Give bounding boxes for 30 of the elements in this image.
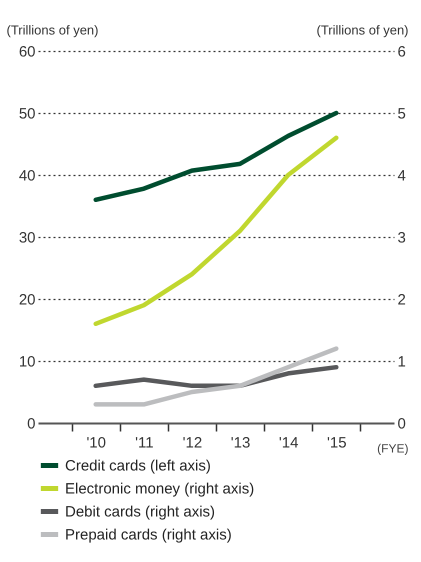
line-series [93,346,339,407]
line-series [93,136,339,326]
legend-label: Prepaid cards (right axis) [65,526,232,544]
x-tick-label: '12 [182,434,202,452]
y-tick-label: 30 [18,230,36,246]
y2-tick-label: 3 [398,230,406,246]
y2-tick-label: 1 [398,354,406,370]
x-axis-title: (FYE) [377,442,408,456]
y2-tick-label: 0 [398,416,406,432]
y-tick-label: 50 [18,106,36,122]
legend-label: Credit cards (left axis) [65,458,211,474]
x-tick-label: '10 [86,434,106,452]
y2-tick-label: 2 [398,292,406,308]
x-tick-label: '11 [135,434,154,452]
y2-tick-label: 4 [398,168,406,184]
y2-tick-label: 6 [398,44,406,60]
y-tick-label: 40 [18,168,36,184]
y2-tick-label: 5 [398,106,406,122]
x-tick-label: '13 [230,434,250,452]
legend-label: Debit cards (right axis) [65,504,216,520]
y-axis-title: (Trillions of yen) [6,22,98,38]
y-tick-label: 0 [27,416,36,432]
y2-axis-title: (Trillions of yen) [316,22,408,38]
x-tick-label: '15 [326,434,347,452]
y-tick-label: 10 [18,354,36,370]
y-tick-label: 60 [18,44,36,60]
legend-label: Electronic money (right axis) [65,480,254,498]
line-series [93,110,339,202]
y-tick-label: 20 [18,292,36,308]
x-tick-label: '14 [278,434,298,452]
